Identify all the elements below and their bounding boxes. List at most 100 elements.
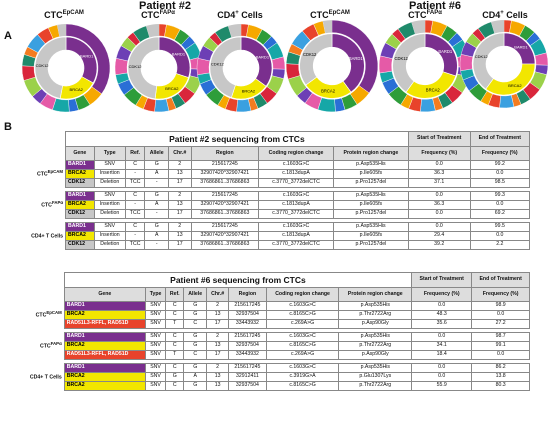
donut-inner-cdk12 xyxy=(472,32,505,90)
table-cell: p.Ile605fs xyxy=(332,200,409,210)
column-header: Gene xyxy=(65,146,95,161)
table-cell: 36.3 xyxy=(407,200,471,210)
table-row: CTCFAPα BARD1 SNV C G 2 215617245 c.1603G>C p.As… xyxy=(20,332,530,349)
donut-label-brca2: BRCA2 xyxy=(165,86,179,91)
donut-outer-segment xyxy=(322,20,332,34)
start-header: Start of Treatment xyxy=(411,272,473,288)
donut-label-bard1: BARD1 xyxy=(438,49,453,54)
table-cell: - xyxy=(144,209,169,219)
column-header: Coding region change xyxy=(265,287,340,302)
table-cell: C xyxy=(183,350,208,360)
table-cell: C xyxy=(124,160,146,170)
donut-outer-segment xyxy=(236,98,252,113)
patient-2-title: Patient #2 xyxy=(139,0,191,12)
table-cell: 0.0 xyxy=(411,372,473,382)
table-cell: p.Asp535His xyxy=(332,160,409,170)
table-cell: 17 xyxy=(206,319,230,329)
table-row: CDK12 Deletion TCC -17 37686861..37686863 c.3… xyxy=(20,240,531,250)
table-cell: G xyxy=(144,160,169,170)
table-cell: TCC xyxy=(124,240,146,250)
table-cell: c.1603G>C xyxy=(258,222,334,232)
table-cell: 0.0 xyxy=(411,332,473,342)
table-cell: c.1603G>C xyxy=(258,191,334,201)
table-cell: TCC xyxy=(124,209,146,219)
table-cell: 55.9 xyxy=(411,381,473,391)
column-header: Type xyxy=(144,287,167,302)
gene-cell: BARD1 xyxy=(63,363,146,373)
table-cell: 99.2 xyxy=(469,160,531,170)
table-cell: 37.1 xyxy=(407,178,471,188)
table-cell: p.Pro1257del xyxy=(332,240,409,250)
donut-label-cdk12: CDK12 xyxy=(36,63,50,68)
table-cell: 215617245 xyxy=(190,160,260,170)
table-cell: p.Thr2722Arg xyxy=(338,341,413,351)
column-header: Ref. xyxy=(165,287,185,302)
table-cell: c.8165C>G xyxy=(265,381,340,391)
table-cell: p.Thr2722Arg xyxy=(338,310,413,320)
table-row: BRCA2 SNV C G 13 32937504 c.8165C>G p.Thr2722Ar… xyxy=(20,341,530,351)
table-cell: SNV xyxy=(93,222,126,232)
table-cell: 33443932 xyxy=(228,350,267,360)
donut-outer-segment xyxy=(420,98,436,113)
donut-p2-cd4: BARD1 BRCA2 CDK12 xyxy=(196,23,286,113)
table-cell: 69.2 xyxy=(469,209,531,219)
table-row: CDK12 Deletion TCC -17 37686861..37686863 c.3… xyxy=(20,209,531,219)
table-cell: SNV xyxy=(144,372,167,382)
gene-cell: RAD51L3-RFFL, RAD51D xyxy=(63,350,146,360)
column-header: Chr.# xyxy=(206,287,230,302)
table-cell: G xyxy=(183,332,208,342)
table-cell: 0.0 xyxy=(407,222,471,232)
table-row: CD4+ T Cells BARD1 SNV C G 2 215617245 c.1603G>… xyxy=(20,363,530,380)
table-cell: G xyxy=(183,341,208,351)
group-label: CTCEpCAM xyxy=(35,310,62,319)
table-cell: 32907420^32907421 xyxy=(190,169,260,179)
column-header: Frequency (%) xyxy=(411,287,473,302)
donut-outer-segment xyxy=(499,94,515,109)
donut-inner-cdk12 xyxy=(209,36,242,98)
table-cell: 37686861..37686863 xyxy=(190,178,260,188)
donut-label-bard1: BARD1 xyxy=(256,55,270,60)
table-cell: - xyxy=(144,240,169,250)
donut-outer-segment xyxy=(154,98,170,113)
table-cell: 13 xyxy=(206,310,230,320)
table-cell: 2 xyxy=(168,191,192,201)
table-cell: 32937504 xyxy=(228,310,267,320)
panel-b-letter: B xyxy=(4,121,12,133)
table-title: Patient #6 sequencing from CTCs xyxy=(63,272,413,288)
column-header: Coding region change xyxy=(258,146,334,161)
group-label: CD4+ T Cells xyxy=(31,233,64,240)
table-cell: c.3770_3772delCTC xyxy=(258,209,334,219)
donut-label-brca2: BRCA2 xyxy=(70,87,84,92)
chart-title-p6-epcam: CTCEpCAM xyxy=(310,10,350,20)
table-cell: TCC xyxy=(124,178,146,188)
table-cell: Deletion xyxy=(93,209,126,219)
donut-p2-fap: BARD1 BRCA2 CDK12 xyxy=(114,23,204,113)
table-cell: 0.0 xyxy=(407,160,471,170)
donut-label-brca2: BRCA2 xyxy=(508,83,522,88)
table-cell: c.1603G>C xyxy=(265,332,340,342)
donut-label-bard1: BARD1 xyxy=(80,53,94,58)
table-cell: 37686861..37686863 xyxy=(190,240,260,250)
table-cell: G xyxy=(183,363,208,373)
table-cell: G xyxy=(183,301,208,311)
table-cell: 18.4 xyxy=(411,350,473,360)
gene-cell: BRCA2 xyxy=(65,169,95,179)
table-cell: p.Asp535His xyxy=(332,191,409,201)
table-cell: p.Glu1307Lys xyxy=(338,372,413,382)
end-header: End of Treatment xyxy=(471,272,530,288)
table-cell: 33443932 xyxy=(228,319,267,329)
column-header: Gene xyxy=(63,287,146,302)
patient-2-table: Patient #2 sequencing from CTCs Start of … xyxy=(20,131,531,250)
table-cell: C xyxy=(165,341,185,351)
table-cell: 80.3 xyxy=(471,381,530,391)
table-row: BRCA2 SNV G A 13 32912411 c.3919G>A p.Glu1307Ly… xyxy=(20,372,530,382)
patient-6-title: Patient #6 xyxy=(409,0,461,12)
end-header: End of Treatment xyxy=(469,131,531,147)
table-cell: 2 xyxy=(168,160,192,170)
table-cell: A xyxy=(144,169,169,179)
donut-label-bard1: BARD1 xyxy=(172,51,186,56)
gene-cell: BARD1 xyxy=(63,332,146,342)
table-row: CTCFAPα BARD1 SNV C G 2 215617245 c.1603G>C p.As… xyxy=(20,191,531,208)
table-cell: 17 xyxy=(168,178,192,188)
donut-label-cdk12: CDK12 xyxy=(211,62,225,67)
